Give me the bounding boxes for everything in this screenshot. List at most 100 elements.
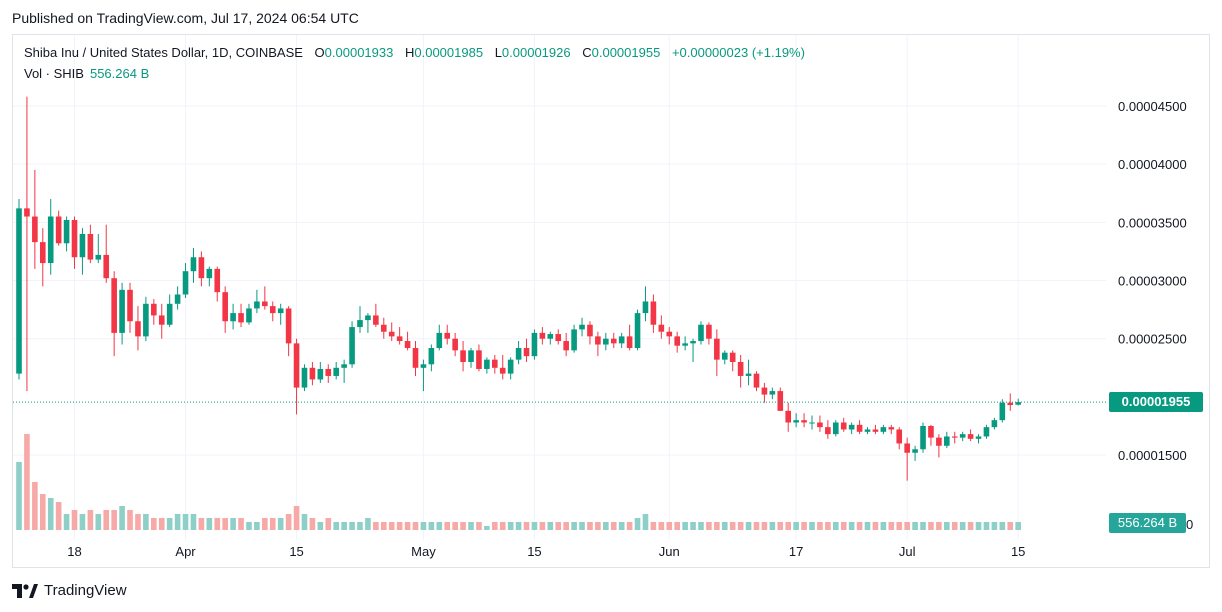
volume-bar bbox=[832, 522, 839, 530]
volume-bar bbox=[428, 522, 435, 530]
volume-bar bbox=[563, 522, 569, 530]
candle-body bbox=[166, 303, 173, 325]
volume-bar bbox=[182, 514, 189, 530]
volume-bar bbox=[444, 522, 451, 530]
volume-bar bbox=[484, 526, 490, 530]
volume-bar bbox=[380, 522, 387, 530]
price-tick-label: 0.00002500 bbox=[1118, 332, 1187, 347]
volume-bar bbox=[277, 518, 284, 530]
volume-bar bbox=[817, 522, 823, 530]
volume-bar bbox=[24, 434, 30, 530]
candle-body bbox=[936, 437, 942, 446]
candles bbox=[16, 96, 1021, 481]
candle-body bbox=[476, 350, 482, 369]
volume-bar bbox=[206, 518, 213, 530]
candle-body bbox=[333, 367, 339, 376]
volume-bar bbox=[698, 522, 704, 530]
candle-body bbox=[55, 216, 62, 244]
candle-body bbox=[436, 332, 443, 349]
volume-bar bbox=[587, 522, 593, 530]
candle-body bbox=[39, 242, 46, 264]
candle-body bbox=[190, 257, 197, 272]
volume-bar bbox=[706, 522, 712, 530]
candle-body bbox=[793, 420, 799, 423]
volume-bar bbox=[721, 522, 728, 530]
candle-body bbox=[499, 367, 506, 374]
volume-bar bbox=[571, 522, 577, 530]
candle-body bbox=[198, 257, 205, 279]
candle-body bbox=[547, 334, 554, 339]
volume-bar bbox=[333, 522, 339, 530]
candle-body bbox=[682, 343, 688, 346]
volume-bar bbox=[793, 522, 799, 530]
volume-bar bbox=[928, 522, 934, 530]
price-tick-label: 0.00004500 bbox=[1118, 99, 1187, 114]
volume-bar bbox=[610, 522, 617, 530]
candle-body bbox=[135, 321, 141, 337]
volume-bar bbox=[238, 518, 244, 530]
volume-bar bbox=[507, 522, 514, 530]
volume-bar bbox=[840, 522, 847, 530]
candle-body bbox=[698, 324, 704, 342]
candle-body bbox=[650, 301, 657, 325]
candle-body bbox=[420, 364, 427, 368]
volume-bar bbox=[825, 522, 831, 530]
candle-body bbox=[745, 373, 752, 376]
volume-bar bbox=[539, 522, 546, 530]
volume-bar bbox=[801, 522, 807, 530]
volume-bar bbox=[476, 522, 482, 530]
candle-body bbox=[563, 341, 569, 351]
time-tick-label: Apr bbox=[175, 544, 196, 559]
volume-bar bbox=[190, 514, 197, 530]
volume-bar bbox=[920, 522, 926, 530]
volume-bar bbox=[531, 522, 538, 530]
tradingview-brand-text: TradingView bbox=[44, 582, 127, 599]
volume-legend: Vol · SHIB 556.264 B bbox=[24, 66, 149, 81]
volume-bar bbox=[47, 498, 54, 530]
candle-body bbox=[840, 422, 847, 430]
volume-bar bbox=[690, 522, 696, 530]
candle-body bbox=[127, 289, 133, 322]
candle-body bbox=[47, 216, 54, 264]
candle-body bbox=[309, 367, 316, 380]
volume-bar bbox=[357, 522, 363, 530]
volume-bar bbox=[753, 522, 760, 530]
candle-body bbox=[610, 338, 617, 344]
volume-bar bbox=[967, 522, 974, 530]
candle-body bbox=[293, 343, 300, 388]
candle-body bbox=[761, 387, 768, 395]
candle-body bbox=[396, 336, 403, 342]
volume-bar bbox=[642, 514, 649, 530]
volume-bar bbox=[174, 514, 181, 530]
candle-body bbox=[825, 427, 831, 435]
candle-body bbox=[531, 332, 538, 357]
candle-body bbox=[365, 315, 371, 321]
high-label: H bbox=[404, 45, 415, 60]
candle-body bbox=[119, 289, 125, 333]
time-tick-label: 15 bbox=[527, 544, 541, 559]
candle-body bbox=[317, 368, 324, 380]
candle-body bbox=[269, 306, 276, 314]
volume-bar bbox=[523, 522, 530, 530]
candle-body bbox=[468, 350, 474, 362]
candle-body bbox=[32, 216, 38, 243]
volume-bar bbox=[285, 514, 292, 530]
volume-bar bbox=[365, 518, 371, 530]
candle-body bbox=[785, 410, 792, 423]
volume-bar bbox=[737, 522, 744, 530]
volume-bar bbox=[492, 522, 498, 530]
candle-body bbox=[817, 422, 823, 428]
volume-bar bbox=[420, 522, 427, 530]
tradingview-logo-icon bbox=[12, 583, 38, 598]
candle-body bbox=[515, 348, 522, 360]
volume-bar bbox=[412, 522, 419, 530]
volume-bar bbox=[848, 522, 855, 530]
volume-bar bbox=[944, 522, 950, 530]
ohlc-legend: Shiba Inu / United States Dollar, 1D, CO… bbox=[24, 45, 805, 60]
symbol-title: Shiba Inu / United States Dollar, 1D, CO… bbox=[24, 45, 303, 60]
candle-body bbox=[452, 338, 458, 351]
volume-bar bbox=[222, 518, 228, 530]
candle-body bbox=[872, 429, 879, 432]
tradingview-logo[interactable]: TradingView bbox=[12, 582, 127, 599]
